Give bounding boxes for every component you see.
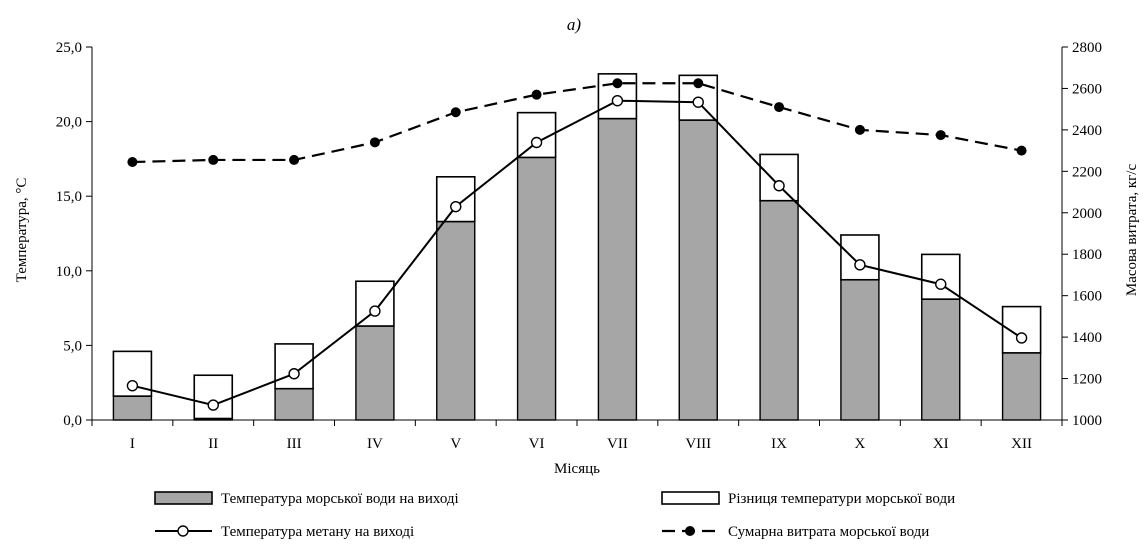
axes-layer: 0,0 5,0 10,0 15,0 20,0 25,0 1000 1200 1400 1600 18… (56, 40, 1102, 452)
y-left-tick-label: 25,0 (56, 40, 82, 56)
line-total-seawater-flow (132, 82, 1022, 164)
line-methane-outlet-temp (132, 99, 1023, 407)
point-methane-outlet-temp (450, 200, 462, 213)
y-right-tick-label: 1800 (1072, 247, 1102, 263)
bar-seawater-temp-difference (193, 374, 234, 420)
point-methane-outlet-temp (773, 180, 785, 192)
point-methane-outlet-temp (288, 368, 300, 380)
y-right-tick-label: 1600 (1072, 289, 1102, 305)
bar-seawater-temp-difference (435, 176, 476, 223)
point-methane-outlet-temp (854, 259, 866, 271)
point-methane-outlet-temp (611, 95, 624, 107)
y-right-tick-label: 2400 (1072, 123, 1102, 139)
x-tick-label: I (130, 436, 135, 452)
bar-seawater-outlet-temp (112, 395, 153, 421)
y-right-tick-label: 1200 (1072, 372, 1102, 388)
legend-item: Температура метану на виході (155, 524, 414, 540)
point-methane-outlet-temp (530, 136, 543, 149)
y-right-tick-label: 2000 (1072, 206, 1102, 222)
point-total-seawater-flow (774, 102, 785, 113)
y-right-tick-label: 2200 (1072, 164, 1102, 180)
legend-label: Сумарна витрата морської води (728, 524, 929, 540)
x-tick-label: VII (607, 436, 628, 452)
bar-seawater-outlet-temp (840, 279, 880, 421)
point-total-seawater-flow (289, 154, 300, 165)
x-tick-label: X (854, 436, 865, 452)
legend: Температура морської води на виході Різни… (154, 491, 955, 540)
legend-label: Температура морської води на виході (221, 491, 459, 507)
y-left-tick-label: 5,0 (63, 338, 82, 354)
point-total-seawater-flow (127, 157, 138, 168)
legend-swatch-marker (685, 526, 695, 536)
bar-seawater-outlet-temp (921, 298, 961, 421)
y-left-tick-label: 0,0 (63, 413, 82, 429)
legend-swatch (661, 491, 720, 505)
point-total-seawater-flow (450, 107, 461, 118)
y-left-tick-label: 20,0 (56, 115, 82, 131)
bar-seawater-temp-difference (274, 343, 314, 390)
bar-seawater-outlet-temp (355, 325, 395, 421)
legend-label: Різниця температури морської води (728, 491, 955, 507)
y-right-tick-label: 1400 (1072, 330, 1102, 346)
y-left-tick-label: 10,0 (56, 264, 82, 280)
legend-label: Температура метану на виході (221, 524, 414, 540)
point-total-seawater-flow (531, 89, 542, 100)
point-total-seawater-flow (1016, 145, 1027, 156)
point-total-seawater-flow (854, 124, 865, 135)
bar-seawater-outlet-temp (274, 387, 314, 421)
point-methane-outlet-temp (935, 278, 947, 290)
chart-title: а) (567, 15, 582, 34)
point-total-seawater-flow (369, 137, 380, 148)
bars-layer (112, 73, 1042, 421)
x-tick-label: IX (771, 436, 787, 452)
point-methane-outlet-temp (207, 399, 219, 411)
bar-seawater-temp-difference (759, 153, 799, 202)
x-tick-label: VI (529, 436, 545, 452)
point-methane-outlet-temp (126, 379, 139, 392)
y-left-tick-label: 15,0 (56, 189, 82, 205)
y-axis-left-title: Температура, °С (14, 178, 30, 283)
legend-swatch (154, 491, 213, 505)
legend-swatch-marker (177, 525, 189, 537)
legend-item: Сумарна витрата морської води (662, 524, 929, 540)
bar-seawater-outlet-temp (759, 199, 799, 421)
y-right-tick-label: 2600 (1072, 81, 1102, 97)
bar-seawater-outlet-temp (436, 220, 476, 421)
y-axis-right-title: Масова витрата, кг/с (1124, 164, 1140, 297)
point-methane-outlet-temp (1015, 332, 1028, 344)
point-methane-outlet-temp (369, 305, 381, 317)
lines-layer (126, 78, 1028, 411)
x-tick-label: XI (933, 436, 949, 452)
x-tick-label: IV (367, 436, 383, 452)
bar-seawater-outlet-temp (678, 119, 718, 421)
bar-seawater-outlet-temp (1001, 352, 1042, 421)
legend-item: Температура морської води на виході (154, 491, 459, 507)
x-tick-label: XII (1011, 436, 1032, 452)
y-right-tick-label: 1000 (1072, 413, 1102, 429)
point-total-seawater-flow (612, 78, 623, 89)
y-right-tick-label: 2800 (1072, 40, 1102, 56)
point-methane-outlet-temp (692, 96, 704, 108)
x-tick-label: V (450, 436, 461, 452)
x-tick-label: VIII (685, 436, 711, 452)
bar-seawater-temp-difference (355, 280, 395, 327)
point-total-seawater-flow (208, 154, 219, 165)
bar-seawater-temp-difference (840, 234, 880, 281)
x-axis-title: Місяць (554, 461, 600, 477)
point-total-seawater-flow (693, 78, 704, 89)
x-tick-label: II (208, 436, 218, 452)
legend-item: Різниця температури морської води (661, 491, 955, 507)
point-total-seawater-flow (935, 130, 946, 141)
bar-seawater-outlet-temp (516, 156, 557, 421)
x-tick-label: III (287, 436, 302, 452)
bar-seawater-outlet-temp (597, 117, 638, 421)
